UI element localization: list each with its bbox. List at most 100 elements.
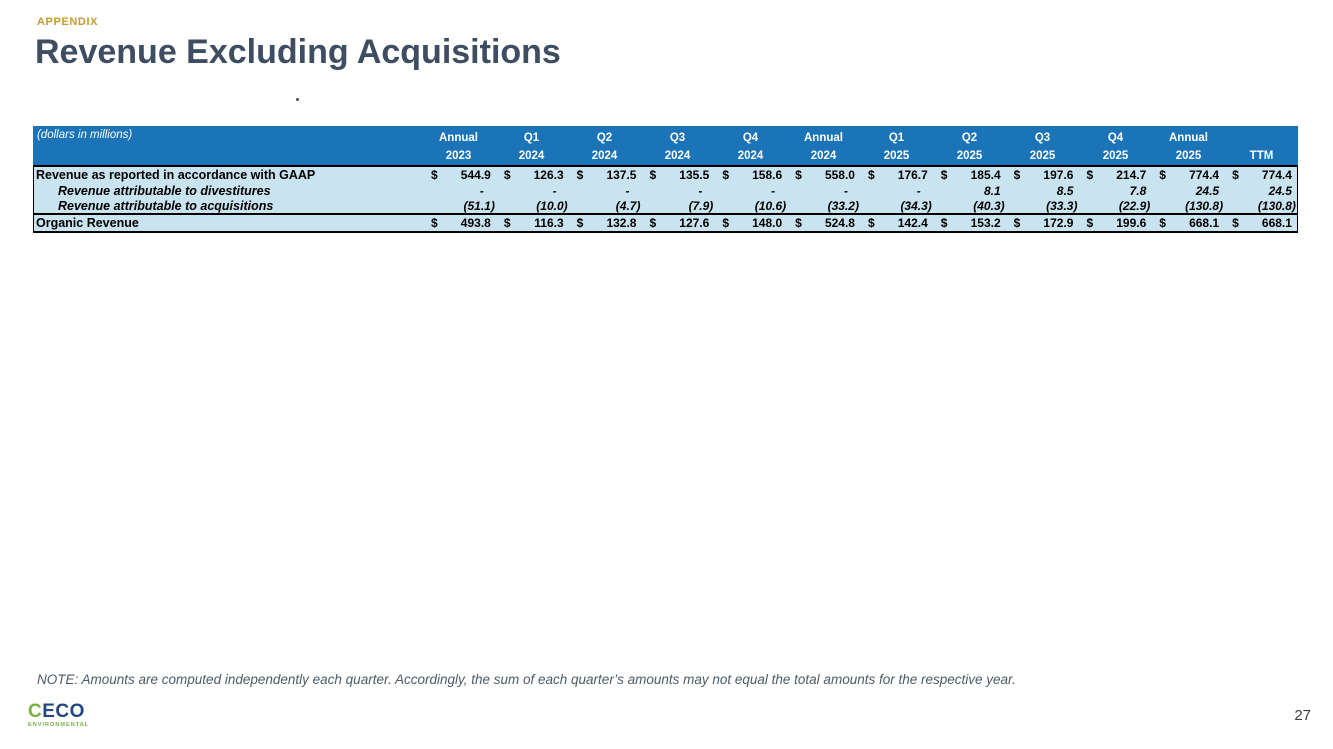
footnote: NOTE: Amounts are computed independently… xyxy=(37,672,1016,687)
currency-symbol: $ xyxy=(576,216,584,230)
value-cell: $199.6 xyxy=(1078,216,1151,230)
column-header-annual-2025: Annual 2025 xyxy=(1169,132,1208,162)
value-cell: 8.1 xyxy=(933,184,1006,198)
value-cell: $214.7 xyxy=(1078,168,1151,182)
value-cell: 8.5 xyxy=(1006,184,1079,198)
cell-value: - xyxy=(552,183,557,198)
value-cell: $135.5 xyxy=(641,168,714,182)
cell-value: 524.8 xyxy=(824,216,855,230)
value-cell: (22.9) xyxy=(1078,199,1151,213)
cell-value: 185.4 xyxy=(970,168,1001,182)
value-cell: $544.9 xyxy=(423,168,496,182)
cell-value: 24.5 xyxy=(1195,183,1220,198)
cell-value: 135.5 xyxy=(679,168,710,182)
row-label: Revenue attributable to divestitures xyxy=(58,183,271,198)
cell-value: - xyxy=(771,183,776,198)
cell-value: 558.0 xyxy=(824,168,855,182)
value-cell: - xyxy=(787,184,860,198)
currency-symbol: $ xyxy=(503,168,511,182)
cell-value: (40.3) xyxy=(973,198,1005,213)
currency-symbol: $ xyxy=(1159,216,1166,230)
cell-value: 116.3 xyxy=(534,216,564,230)
value-cell: 7.8 xyxy=(1078,184,1151,198)
value-cell: (40.3) xyxy=(933,199,1006,213)
value-cell: (130.8) xyxy=(1224,199,1297,213)
cell-value: (51.1) xyxy=(463,198,495,213)
value-cell: - xyxy=(569,184,642,198)
currency-symbol: $ xyxy=(795,168,802,182)
table-row: Revenue as reported in accordance with G… xyxy=(34,167,1297,183)
cell-value: 668.1 xyxy=(1189,216,1220,230)
row-label: Organic Revenue xyxy=(36,216,139,230)
value-cell: $158.6 xyxy=(714,168,787,182)
cell-value: (34.3) xyxy=(900,198,932,213)
value-cell: (33.2) xyxy=(787,199,860,213)
currency-symbol: $ xyxy=(1013,168,1021,182)
logo-subtitle: ENVIRONMENTAL xyxy=(28,722,90,728)
value-cell: (51.1) xyxy=(423,199,496,213)
value-cell: $132.8 xyxy=(569,216,642,230)
cell-value: - xyxy=(698,183,703,198)
cell-value: 172.9 xyxy=(1043,216,1074,230)
logo-letter-c: C xyxy=(28,701,43,722)
value-cell: - xyxy=(641,184,714,198)
cell-value: (4.7) xyxy=(615,198,641,213)
cell-value: (33.2) xyxy=(827,198,859,213)
cell-value: 774.4 xyxy=(1261,168,1292,182)
value-cell: (10.6) xyxy=(714,199,787,213)
currency-symbol: $ xyxy=(503,216,511,230)
table-row: Organic Revenue $493.8 $116.3 $132.8 $127.6 $… xyxy=(34,213,1297,231)
cell-value: (7.9) xyxy=(688,198,714,213)
value-cell: $153.2 xyxy=(933,216,1006,230)
cell-value: 153.2 xyxy=(970,216,1001,230)
value-cell: $493.8 xyxy=(423,216,496,230)
cell-value: 214.7 xyxy=(1116,168,1147,182)
cell-value: 668.1 xyxy=(1261,216,1292,230)
logo-letters-eco: ECO xyxy=(42,701,85,722)
column-header-q4-2024: Q4 2024 xyxy=(737,132,764,162)
column-header-q2-2025: Q2 2025 xyxy=(956,132,983,162)
value-cell: $126.3 xyxy=(496,168,569,182)
column-header-q1-2025: Q1 2025 xyxy=(883,132,910,162)
currency-symbol: $ xyxy=(722,216,729,230)
column-header-q1-2024: Q1 2024 xyxy=(518,132,545,162)
cell-value: 127.6 xyxy=(679,216,710,230)
value-cell: $774.4 xyxy=(1151,168,1224,182)
currency-symbol: $ xyxy=(940,216,948,230)
cell-value: 24.5 xyxy=(1268,183,1292,198)
currency-symbol: $ xyxy=(1232,216,1239,230)
currency-symbol: $ xyxy=(867,168,875,182)
column-header-annual-2024: Annual 2024 xyxy=(804,132,843,162)
value-cell: $176.7 xyxy=(860,168,933,182)
cell-value: 544.9 xyxy=(460,168,491,182)
value-cell: $774.4 xyxy=(1224,168,1297,182)
column-header-q3-2024: Q3 2024 xyxy=(664,132,691,162)
value-cell: - xyxy=(714,184,787,198)
column-header-q3-2025: Q3 2025 xyxy=(1029,132,1056,162)
cell-value: 197.6 xyxy=(1043,168,1074,182)
currency-symbol: $ xyxy=(1086,216,1094,230)
value-cell: - xyxy=(860,184,933,198)
value-cell: $197.6 xyxy=(1006,168,1079,182)
cell-value: 493.8 xyxy=(460,216,491,230)
table-body: Revenue as reported in accordance with G… xyxy=(33,165,1298,233)
cell-value: (130.8) xyxy=(1185,198,1224,213)
cell-value: 199.6 xyxy=(1116,216,1147,230)
currency-symbol: $ xyxy=(649,216,657,230)
cell-value: 126.3 xyxy=(533,168,564,182)
cell-value: 8.5 xyxy=(1056,183,1074,198)
value-cell: (10.0) xyxy=(496,199,569,213)
cell-value: (130.8) xyxy=(1257,198,1296,213)
cell-value: 142.4 xyxy=(897,216,928,230)
currency-symbol: $ xyxy=(1086,168,1094,182)
value-cell: $558.0 xyxy=(787,168,860,182)
cell-value: 176.7 xyxy=(897,168,928,182)
value-cell: 24.5 xyxy=(1151,184,1224,198)
ceco-environmental-logo: CECO ENVIRONMENTAL xyxy=(28,702,89,729)
cell-value: 774.4 xyxy=(1189,168,1220,182)
currency-symbol: $ xyxy=(1232,168,1239,182)
column-header-annual-2023: Annual 2023 xyxy=(439,132,478,162)
table-row: Revenue attributable to divestitures - - - -… xyxy=(34,183,1297,198)
value-cell: $668.1 xyxy=(1224,216,1297,230)
